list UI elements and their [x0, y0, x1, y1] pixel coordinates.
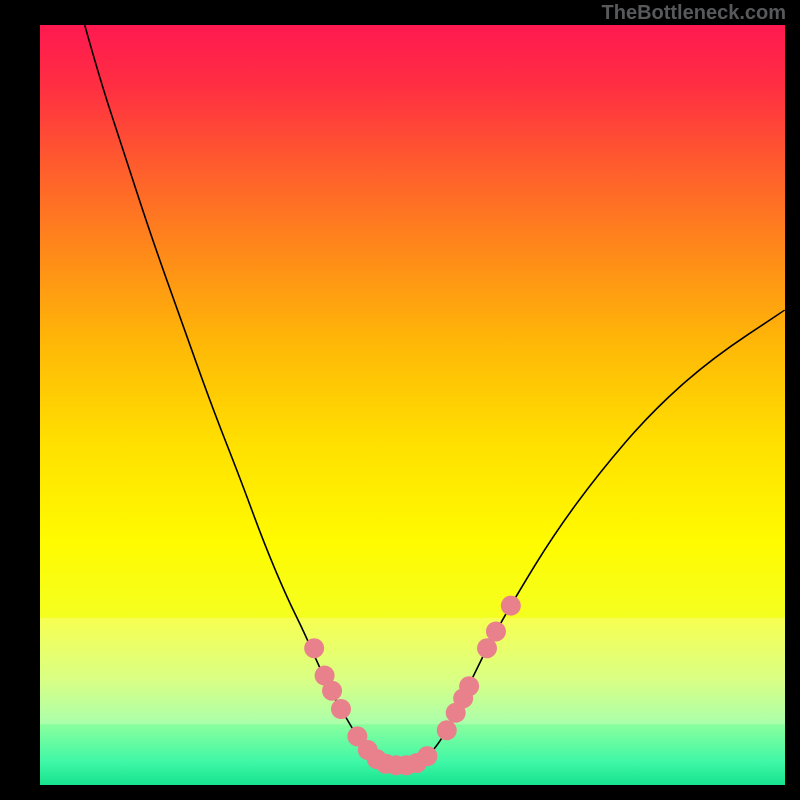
- data-marker: [486, 621, 506, 641]
- watermark-text: TheBottleneck.com: [602, 2, 786, 25]
- data-marker: [304, 638, 324, 658]
- data-marker: [501, 596, 521, 616]
- data-marker: [437, 720, 457, 740]
- highlight-band: [40, 618, 785, 724]
- data-marker: [417, 746, 437, 766]
- data-marker: [331, 699, 351, 719]
- plot-svg: [40, 25, 785, 785]
- chart-frame: TheBottleneck.com: [0, 0, 800, 800]
- data-marker: [459, 676, 479, 696]
- plot-area: [40, 25, 785, 785]
- data-marker: [322, 681, 342, 701]
